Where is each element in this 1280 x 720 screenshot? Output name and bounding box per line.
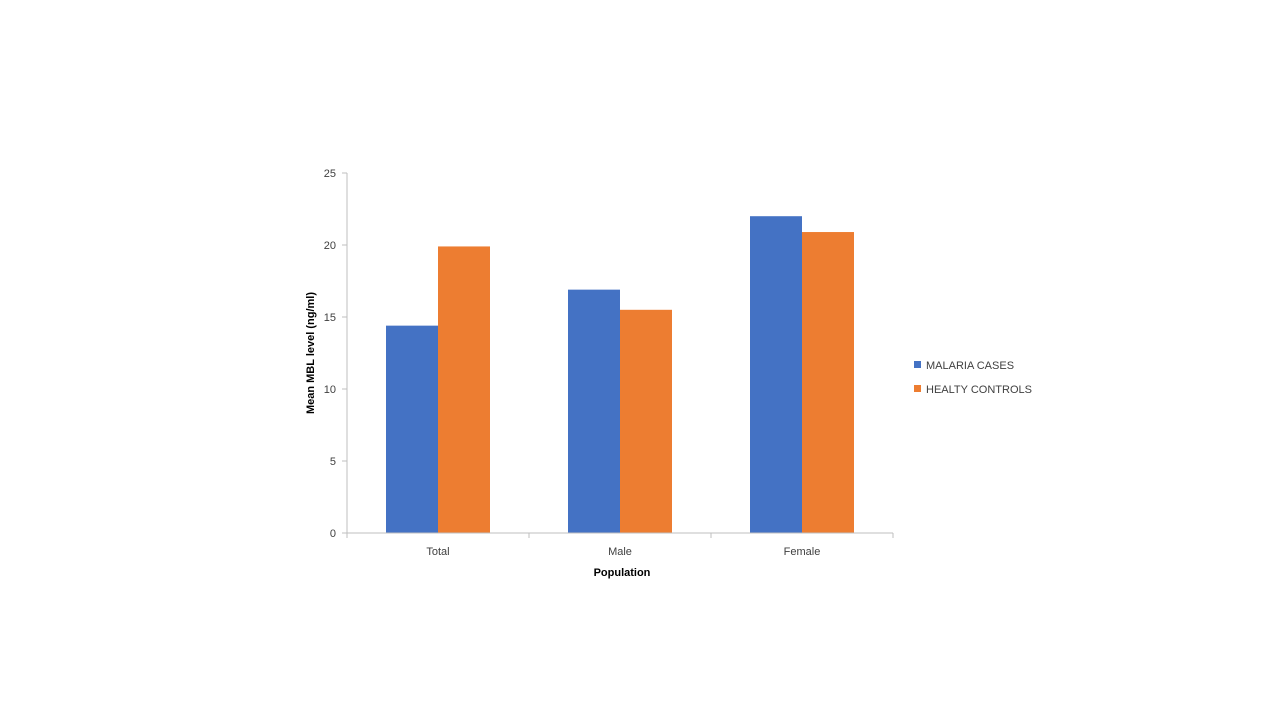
y-tick-label: 20	[324, 240, 336, 252]
plot-area: 0 5 10 15 20 25 Total Male Female	[324, 168, 894, 558]
bar-healty-controls-male	[620, 309, 672, 533]
legend-swatch	[914, 361, 921, 368]
x-tick-label: Total	[426, 546, 449, 558]
bar-malaria-cases-male	[568, 289, 620, 533]
x-tick-label: Female	[784, 546, 821, 558]
bar-healty-controls-female	[802, 232, 854, 534]
y-tick-label: 5	[330, 456, 336, 468]
bar-healty-controls-total	[438, 246, 490, 533]
x-axis-title: Population	[594, 567, 651, 579]
bar-malaria-cases-total	[386, 325, 438, 533]
y-tick-label: 10	[324, 384, 336, 396]
bar-malaria-cases-female	[750, 216, 802, 533]
y-tick-label: 15	[324, 312, 336, 324]
y-axis-title: Mean MBL level (ng/ml)	[305, 292, 317, 414]
legend-label: HEALTY CONTROLS	[926, 384, 1032, 396]
legend-label: MALARIA CASES	[926, 360, 1014, 372]
legend-swatch	[914, 385, 921, 392]
legend: MALARIA CASES HEALTY CONTROLS	[914, 360, 1032, 396]
x-tick-label: Male	[608, 546, 632, 558]
y-tick-label: 25	[324, 168, 336, 180]
y-tick-label: 0	[330, 528, 336, 540]
